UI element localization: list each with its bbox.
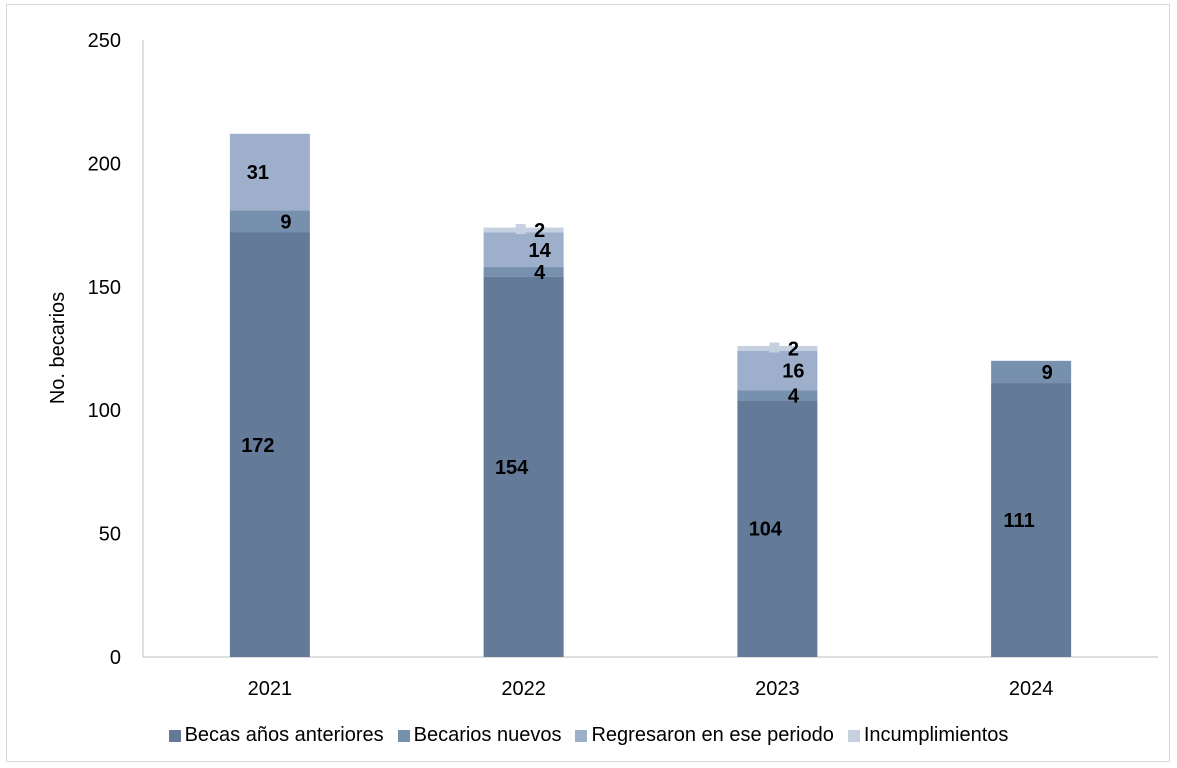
- bar-segment: [737, 400, 818, 657]
- legend-label: Becas años anteriores: [184, 724, 384, 746]
- data-label: 2: [534, 220, 545, 242]
- small-segment-marker: [769, 342, 780, 353]
- legend-swatch: [168, 729, 181, 742]
- data-label: 172: [241, 435, 274, 457]
- bar-segment: [737, 390, 818, 401]
- bar-segment: [991, 360, 1072, 384]
- bar-segment: [991, 383, 1072, 657]
- x-tick-label: 2023: [755, 678, 800, 700]
- legend-item: Becarios nuevos: [397, 724, 562, 747]
- data-label: 111: [1004, 510, 1035, 532]
- data-label: 104: [749, 519, 783, 541]
- legend-item: Regresaron en ese periodo: [575, 724, 834, 747]
- stacked-bar-chart: 0 50 100 150 200 250 2021 2022 2023 2024 172 9 31 15…: [47, 30, 1158, 700]
- legend-label: Regresaron en ese periodo: [591, 724, 834, 746]
- bar-segment: [483, 276, 564, 657]
- y-tick-label: 0: [110, 647, 121, 669]
- data-label: 31: [247, 162, 269, 184]
- bar-segment: [229, 232, 310, 657]
- bar-segment: [229, 133, 310, 211]
- legend-label: Becarios nuevos: [413, 724, 562, 746]
- data-label: 2: [788, 339, 799, 361]
- legend-swatch: [575, 729, 588, 742]
- axes: 0 50 100 150 200 250 2021 2022 2023 2024: [88, 30, 1158, 700]
- bar-segment: [483, 267, 564, 277]
- legend-item: Becas años anteriores: [168, 724, 384, 747]
- y-tick-label: 200: [88, 153, 121, 175]
- data-label: 9: [1042, 362, 1053, 384]
- small-segment-marker: [515, 224, 526, 235]
- bars: [229, 133, 1072, 657]
- y-tick-label: 100: [88, 400, 121, 422]
- y-tick-label: 50: [99, 524, 121, 546]
- x-tick-label: 2022: [501, 678, 546, 700]
- legend: Becas años anteriores Becarios nuevos Regr…: [0, 724, 1177, 747]
- y-tick-label: 150: [88, 277, 121, 299]
- data-label: 16: [782, 361, 804, 383]
- x-tick-label: 2024: [1009, 678, 1054, 700]
- chart-frame: [6, 4, 1170, 762]
- y-axis-label: No. becarios: [47, 292, 69, 404]
- legend-item: Incumplimientos: [847, 724, 1009, 747]
- y-tick-label: 250: [88, 30, 121, 52]
- bar-segment: [737, 350, 818, 391]
- data-label: 4: [534, 262, 546, 284]
- data-label: 9: [280, 211, 291, 233]
- bar-segment: [229, 210, 310, 233]
- data-label: 14: [529, 240, 552, 262]
- bar-segment: [483, 232, 564, 268]
- x-tick-label: 2021: [248, 678, 293, 700]
- legend-swatch: [397, 729, 410, 742]
- legend-swatch: [847, 729, 860, 742]
- legend-label: Incumplimientos: [863, 724, 1009, 746]
- data-label: 154: [495, 457, 529, 479]
- data-label: 4: [788, 385, 800, 407]
